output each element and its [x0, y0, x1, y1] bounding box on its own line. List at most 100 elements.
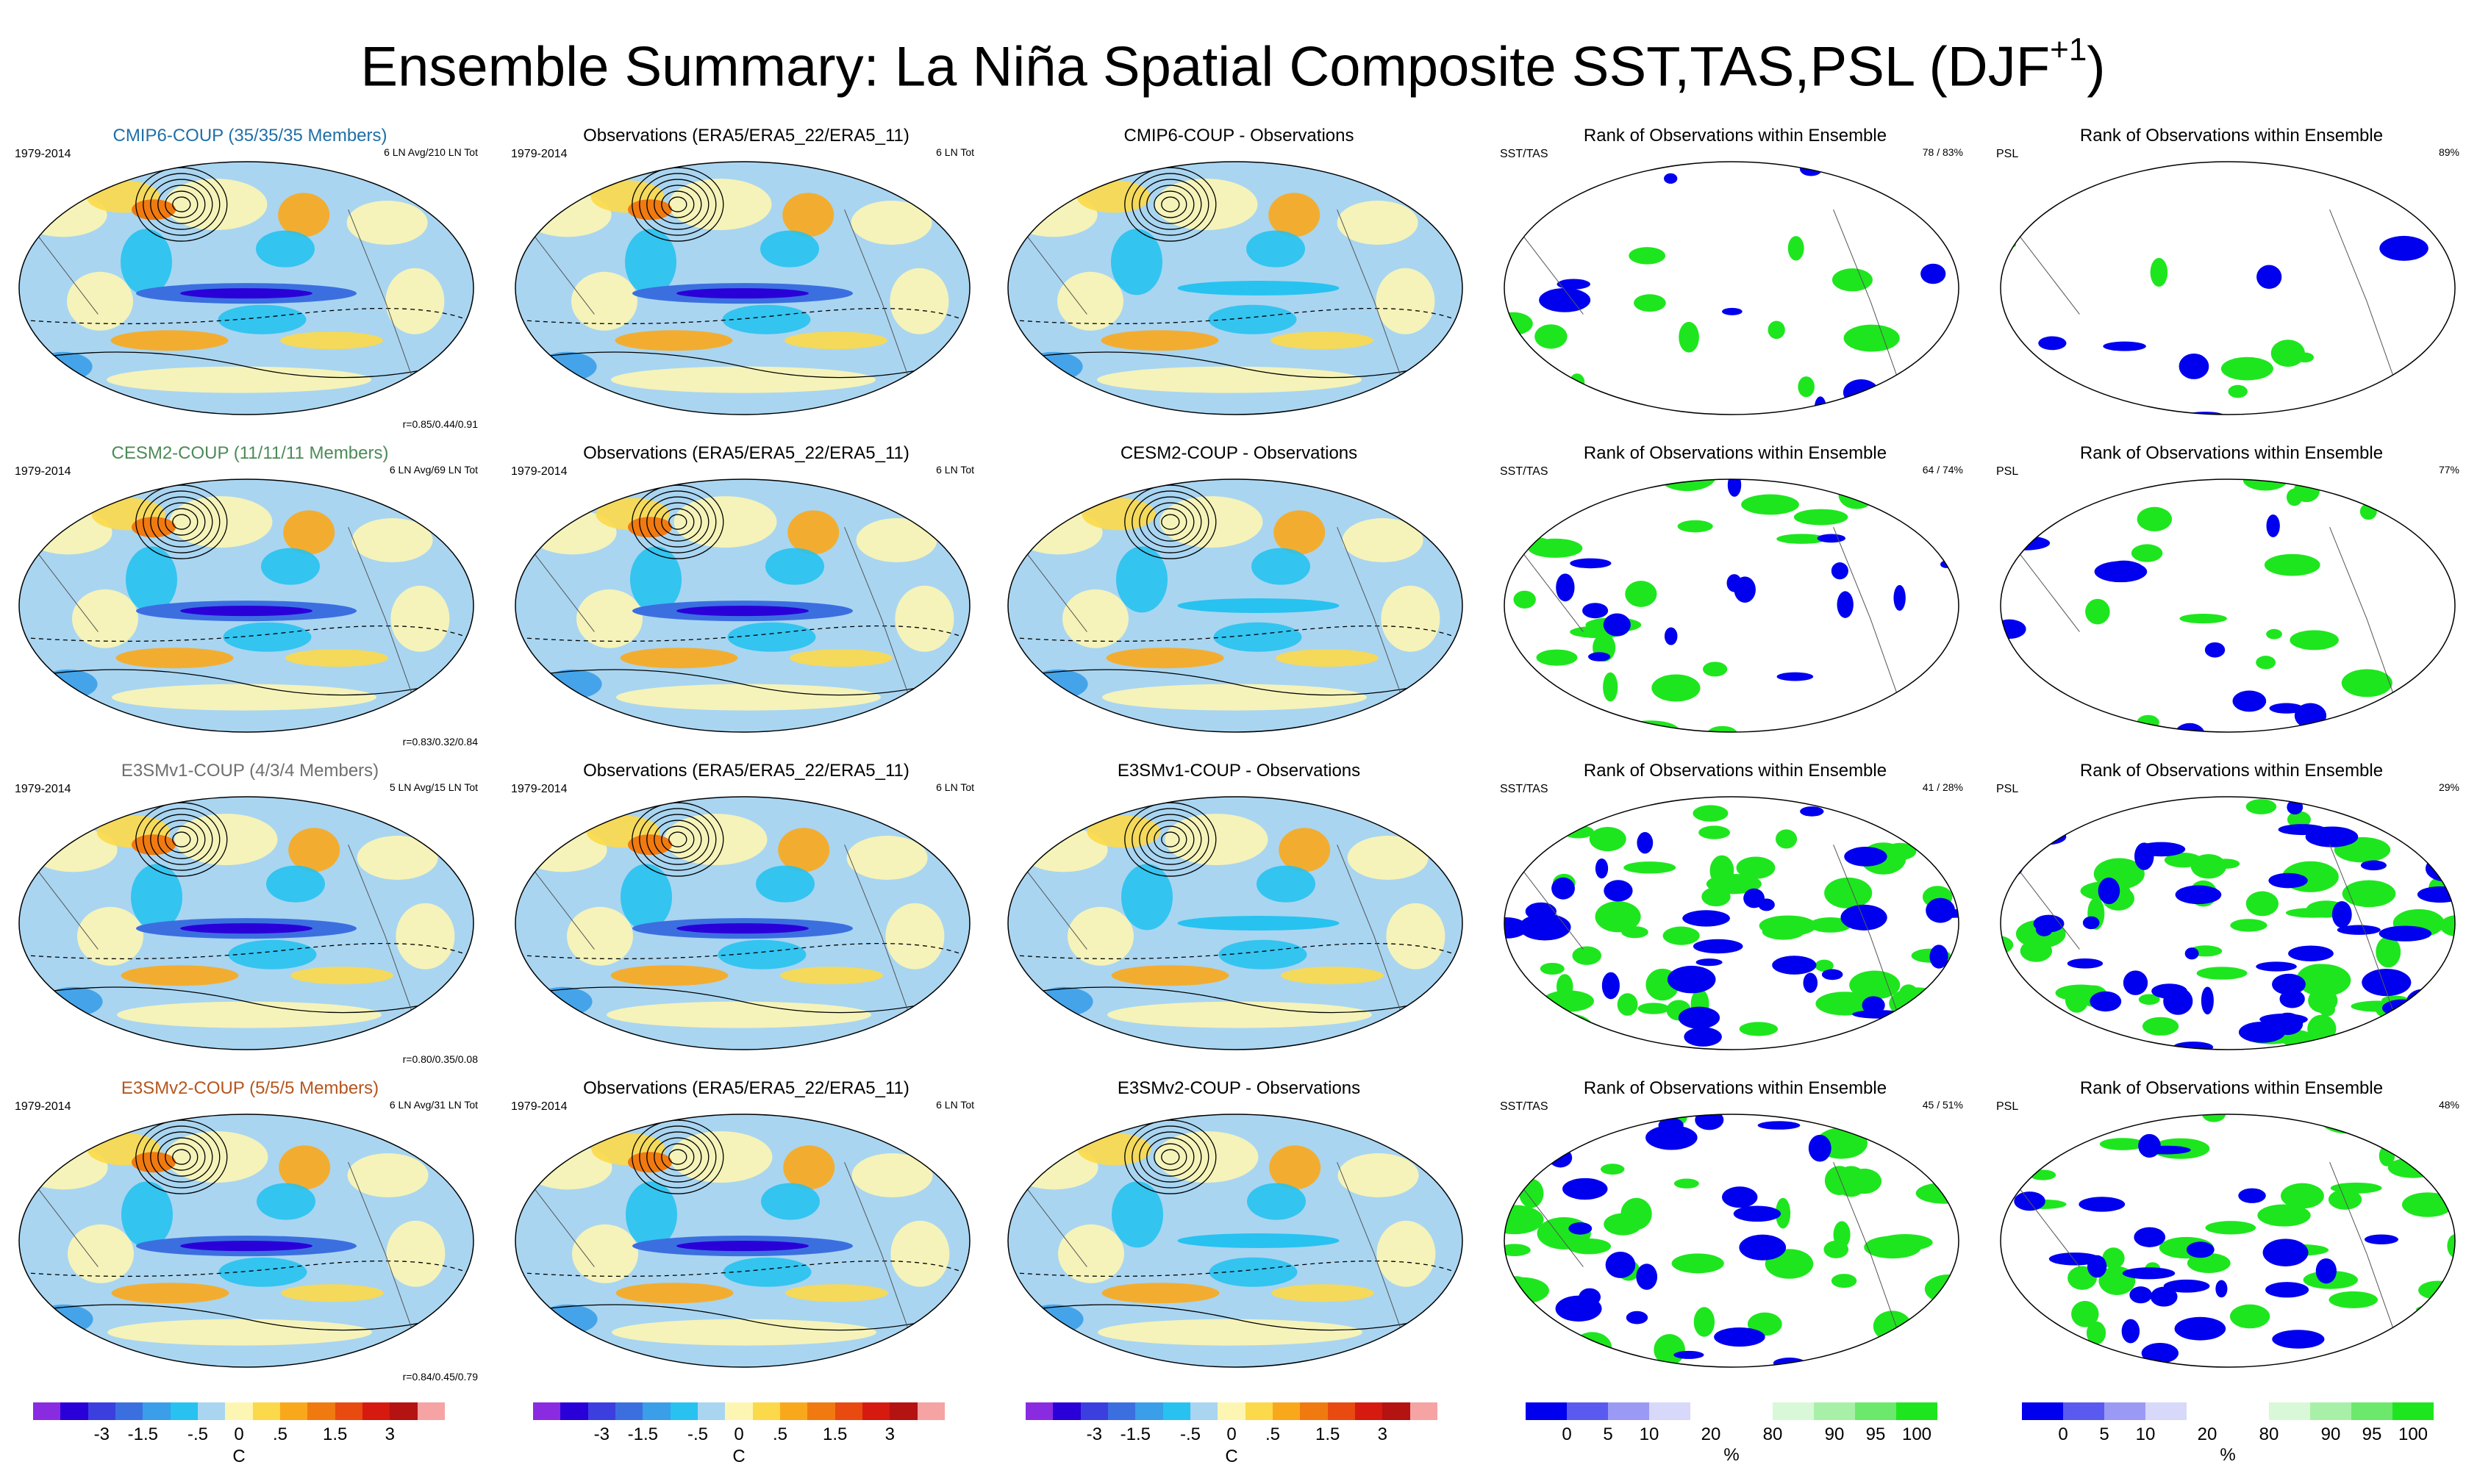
anomaly-region [1082, 498, 1156, 531]
rank-low-region [1664, 627, 1678, 645]
legend-swatch [1690, 1402, 1731, 1420]
map-area [15, 1110, 478, 1372]
map-area [511, 792, 974, 1054]
anomaly-region [718, 939, 807, 969]
legend-swatch [2351, 1402, 2392, 1420]
anomaly-region [615, 1283, 734, 1304]
rank-low-region [1861, 714, 1907, 728]
panel-title: Observations (ERA5/ERA5_22/ERA5_11) [583, 761, 909, 781]
rank-low-region [2232, 690, 2267, 712]
rank-high-region [1824, 877, 1873, 909]
rank-low-region [2150, 1286, 2178, 1307]
map-area [1004, 1110, 1467, 1372]
rank-high-region [2445, 1114, 2455, 1128]
anomaly-region [785, 331, 887, 350]
rank-low-region [2028, 828, 2067, 845]
rank-high-region [1595, 900, 1641, 933]
anomaly-region [1111, 229, 1162, 295]
psl-contour [150, 1131, 213, 1183]
rank-low-region [2278, 824, 2326, 836]
warm-anomaly [132, 1152, 176, 1173]
psl-contour [1154, 825, 1187, 853]
legend-swatch [1245, 1402, 1273, 1420]
rank-low-region [2035, 922, 2053, 936]
warm-anomaly [628, 199, 672, 221]
rank-high-region [2228, 384, 2248, 398]
panel-title: Rank of Observations within Ensemble [2079, 126, 2384, 146]
legend-tick-label: -.5 [687, 1424, 709, 1444]
map-area [15, 475, 478, 736]
map-outline [1504, 1114, 1959, 1368]
rank-high-region [1833, 1221, 1851, 1249]
rank-high-region [2031, 799, 2067, 829]
anomaly-region [626, 1181, 677, 1248]
rank-high-region [1899, 984, 1918, 1003]
rank-high-region [1550, 800, 1592, 818]
anomaly-region [1076, 180, 1151, 213]
coastline [2019, 527, 2395, 698]
rank-high-region [1877, 1234, 1933, 1251]
psl-contour-negative [515, 1260, 970, 1278]
psl-contour [639, 490, 717, 553]
rank-low-region [1930, 1009, 1959, 1022]
coastline [1026, 1162, 1403, 1333]
rank-low-region [2414, 824, 2455, 836]
map-svg [515, 796, 971, 1050]
rank-high-region [1504, 1244, 1531, 1256]
rank-high-region [2086, 1321, 2106, 1345]
rank-low-region [2163, 1279, 2210, 1293]
rank-low-region [2215, 1280, 2228, 1298]
map-svg [2000, 796, 2456, 1050]
diff-band [1177, 598, 1340, 613]
anomaly-region [117, 1001, 382, 1028]
panel-left-label: SST/TAS [1500, 1100, 1548, 1113]
rank-high-region [2196, 967, 2248, 980]
rank-high-region [1625, 581, 1657, 607]
psl-contour [661, 508, 695, 536]
panel-left-label: SST/TAS [1500, 148, 1548, 160]
rank-high-region [2266, 628, 2282, 639]
psl-contour [157, 1137, 206, 1177]
psl-contour [1161, 831, 1180, 847]
anomaly-region [121, 229, 172, 295]
map-area [1500, 1110, 1963, 1372]
panel-right-label: 89% [2438, 146, 2459, 158]
rank-high-region [1942, 1302, 1959, 1323]
legend-tick-label: 95 [2362, 1424, 2382, 1444]
rank-high-region [1671, 1253, 1724, 1274]
legend-swatch [1053, 1402, 1081, 1420]
rank-high-region [2062, 1347, 2119, 1367]
rank-high-region [2281, 1183, 2324, 1209]
legend-swatch [890, 1402, 918, 1420]
anomaly-region [567, 906, 633, 966]
legend-swatch [1567, 1402, 1608, 1420]
map-area [511, 157, 974, 419]
rank-low-region [1726, 574, 1742, 592]
rank-low-region [2090, 991, 2122, 1012]
rank-high-region [2256, 656, 2276, 670]
psl-contour [1132, 808, 1209, 871]
rank-low-region [1673, 1350, 1704, 1359]
psl-contour [632, 484, 724, 559]
anomaly-region [851, 1153, 933, 1197]
panel-title: Observations (ERA5/ERA5_22/ERA5_11) [583, 1078, 909, 1098]
legend-tick-label: -1.5 [1120, 1424, 1151, 1444]
anomaly-region [112, 684, 376, 711]
coastline [1523, 209, 1899, 380]
rank-high-region [2308, 988, 2338, 1014]
panel-title: CESM2-COUP - Observations [1120, 443, 1358, 463]
rank-low-region [2009, 856, 2023, 875]
rank-low-region [1504, 856, 1522, 875]
panel-left-label: PSL [1996, 465, 2019, 478]
psl-contour [1139, 179, 1202, 230]
psl-contour [1008, 986, 1462, 1014]
anomaly-region [110, 330, 229, 351]
legend-tick-label: 0 [1226, 1424, 1237, 1444]
rank-high-region [1544, 1114, 1591, 1121]
psl-contour [1161, 1149, 1180, 1165]
rank-high-region [1920, 1042, 1944, 1050]
panel-left-label: PSL [1996, 148, 2019, 160]
anomaly-region [347, 1153, 429, 1197]
rank-high-region [1776, 829, 1798, 849]
coastline [1026, 845, 1403, 1015]
